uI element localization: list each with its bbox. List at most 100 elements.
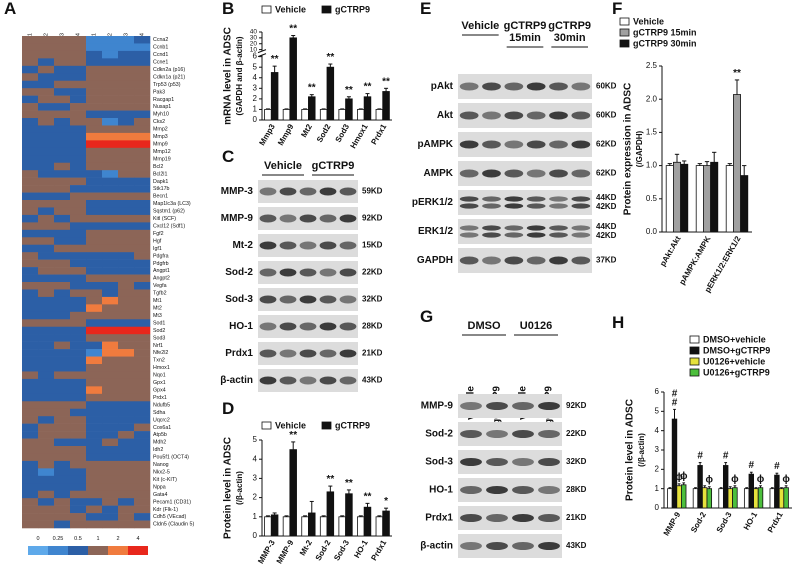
significance-label: ϕ xyxy=(782,474,790,485)
bar xyxy=(725,165,734,233)
row-label: Sod-3 xyxy=(225,294,253,305)
heatmap-cell xyxy=(54,185,71,193)
heatmap-cell xyxy=(70,378,87,387)
blot-strip xyxy=(458,248,592,273)
y-tick-label: 0 xyxy=(253,531,258,540)
kd-label: 44KD xyxy=(596,222,617,231)
heatmap-cell xyxy=(70,371,87,380)
band xyxy=(299,322,317,331)
heatmap-cell xyxy=(86,125,103,134)
legend-swatch xyxy=(619,17,630,26)
heatmap-cell xyxy=(22,147,39,156)
heatmap-cell xyxy=(134,207,151,216)
band xyxy=(504,256,524,265)
band xyxy=(279,376,297,385)
panel-letter: D xyxy=(222,399,234,418)
heatmap-cell xyxy=(118,36,135,44)
row-label: β-actin xyxy=(220,375,253,386)
y-tick-label: 5 xyxy=(655,406,660,415)
heatmap-cell xyxy=(118,65,135,74)
heatmap-cell xyxy=(118,103,135,111)
heatmap-cell xyxy=(86,103,103,111)
heatmap-cell xyxy=(22,229,39,238)
row-label: pAMPK xyxy=(417,139,453,150)
heatmap-cell xyxy=(70,214,87,223)
heatmap-cell xyxy=(102,490,119,499)
heatmap-cell xyxy=(38,185,55,193)
row-label: Hgf xyxy=(153,238,162,244)
heatmap-cell xyxy=(38,326,55,335)
significance-label: # xyxy=(697,451,703,462)
heatmap-cell xyxy=(102,416,119,424)
heatmap-cell xyxy=(134,259,151,268)
legend-label: gCTRP9 xyxy=(335,420,370,430)
legend-swatch xyxy=(619,28,630,37)
heatmap-cell xyxy=(38,214,55,223)
heatmap-cell xyxy=(54,334,71,342)
significance-label: # xyxy=(723,451,729,462)
heatmap-cell xyxy=(70,147,87,156)
heatmap-cell xyxy=(86,132,103,141)
heatmap-cell xyxy=(54,289,71,298)
heatmap-cell xyxy=(102,162,119,171)
row-label: Tgfb2 xyxy=(153,291,167,297)
heatmap-cell xyxy=(102,304,119,313)
heatmap-cell xyxy=(134,513,151,521)
band xyxy=(486,514,508,522)
heatmap-cell xyxy=(86,438,103,447)
heatmap-cell xyxy=(22,110,39,119)
row-label: GAPDH xyxy=(417,255,453,266)
heatmap-cell xyxy=(134,446,151,454)
band xyxy=(279,187,297,196)
heatmap-cell xyxy=(54,356,71,365)
heatmap-cell xyxy=(102,88,119,96)
heatmap-cell xyxy=(134,244,151,253)
row-label: Idh2 xyxy=(153,447,163,453)
group-header: DMSO xyxy=(468,320,501,332)
band xyxy=(549,82,568,91)
band xyxy=(459,256,479,265)
bar xyxy=(665,165,674,233)
heatmap-cell xyxy=(38,490,55,499)
band xyxy=(459,82,479,91)
heatmap-cell xyxy=(118,274,135,283)
scale-label: 0.25 xyxy=(53,536,64,542)
kd-label: 92KD xyxy=(362,214,383,223)
kd-label: 22KD xyxy=(362,268,383,277)
band xyxy=(459,111,479,120)
heatmap-cell xyxy=(70,296,87,305)
significance-label: ** xyxy=(345,85,353,96)
band xyxy=(259,376,277,385)
row-label: Pak3 xyxy=(153,89,165,95)
band xyxy=(549,256,568,265)
heatmap-cell xyxy=(54,132,71,141)
row-label: Vegfa xyxy=(153,283,167,289)
heatmap-cell xyxy=(22,252,39,260)
heatmap-cell xyxy=(54,229,71,238)
heatmap-cell xyxy=(22,371,39,380)
row-label: Sod2 xyxy=(153,328,165,334)
heatmap-cell xyxy=(134,460,151,469)
heatmap-cell xyxy=(118,304,135,313)
row-label: Pou5f1 (OCT4) xyxy=(153,455,189,461)
row-label: Ndufb5 xyxy=(153,402,170,408)
heatmap-cell xyxy=(102,326,119,335)
band xyxy=(319,376,337,385)
significance-label: ϕ xyxy=(680,471,688,482)
row-label: Sod-3 xyxy=(425,457,453,468)
heatmap-cell xyxy=(134,401,151,410)
heatmap-cell xyxy=(86,378,103,387)
band xyxy=(279,268,297,277)
heatmap-cell xyxy=(54,282,71,290)
heatmap-cell xyxy=(22,513,39,521)
heatmap-cell xyxy=(134,393,151,402)
heatmap-cell xyxy=(118,393,135,402)
heatmap-cell xyxy=(102,341,119,350)
heatmap-cell xyxy=(70,200,87,208)
heatmap-cell xyxy=(134,155,151,164)
y-tick-label: 1 xyxy=(253,105,258,114)
heatmap-cell xyxy=(118,446,135,454)
row-label: Ccnb1 xyxy=(153,45,168,51)
heatmap-cell xyxy=(22,207,39,216)
kd-label: 60KD xyxy=(596,111,617,120)
